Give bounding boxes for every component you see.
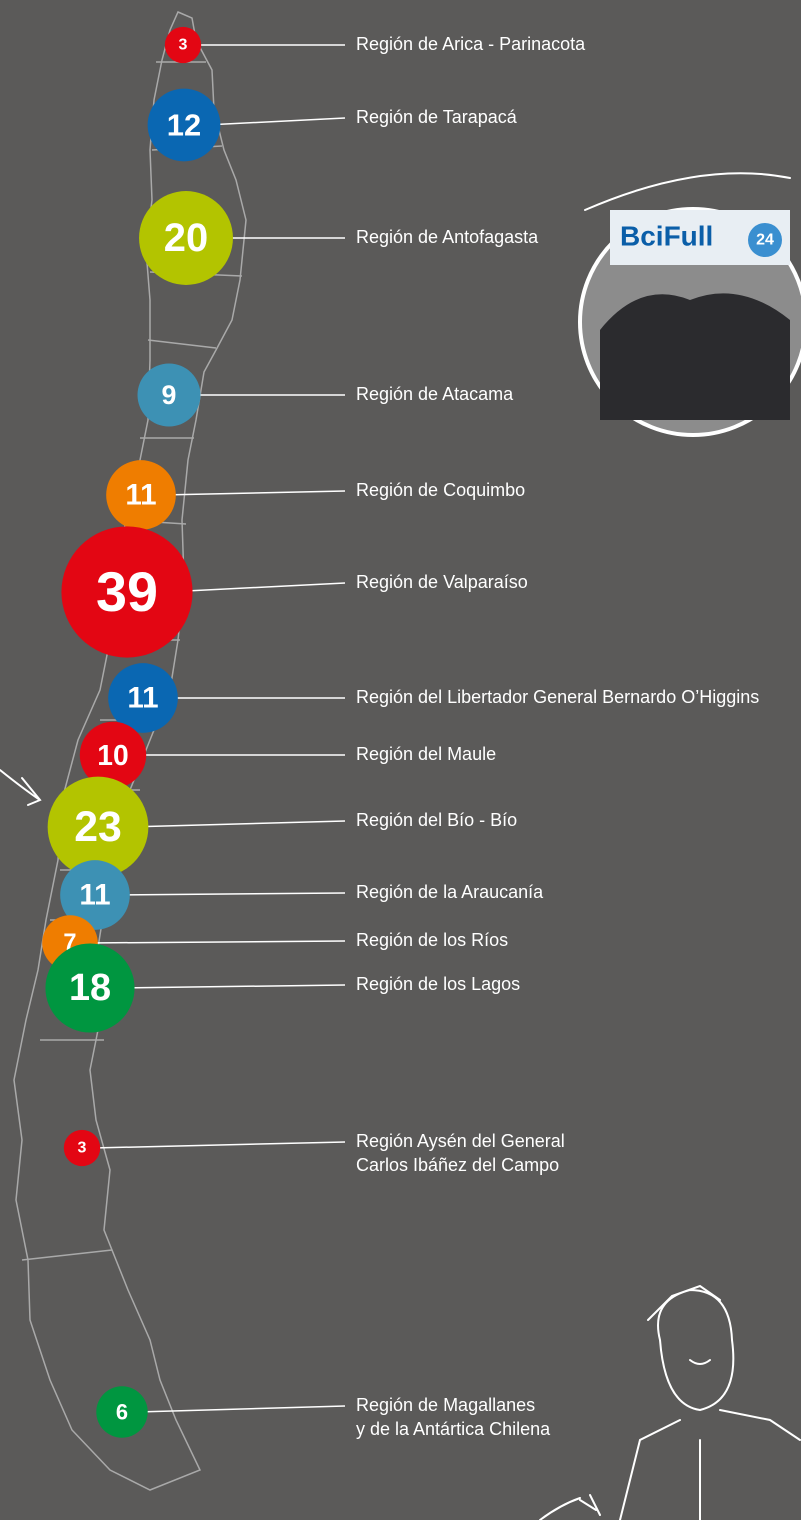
- region-name: Región del Maule: [356, 744, 496, 764]
- region-name: Región del Libertador General Bernardo O…: [356, 687, 759, 707]
- region-name: Región de Magallanes: [356, 1395, 535, 1415]
- photo-badge: 24: [756, 232, 774, 249]
- region-name: Región de Antofagasta: [356, 227, 539, 247]
- bubble-count: 9: [162, 380, 177, 410]
- infographic: BciFull 24 3 Región de Arica - Parinacota…: [0, 0, 801, 1520]
- region-name: Región de los Ríos: [356, 930, 508, 950]
- bubble-count: 10: [97, 739, 128, 771]
- region-name: Región del Bío - Bío: [356, 810, 517, 830]
- region-name: y de la Antártica Chilena: [356, 1419, 551, 1439]
- region-name: Región de los Lagos: [356, 974, 520, 994]
- bubble-count: 11: [79, 879, 110, 912]
- region-name: Región de Coquimbo: [356, 480, 525, 500]
- region-name: Región de Arica - Parinacota: [356, 34, 586, 54]
- bubble-count: 3: [78, 1140, 87, 1157]
- photo: BciFull 24: [580, 173, 801, 435]
- region-name: Región de la Araucanía: [356, 882, 544, 902]
- bubble-count: 20: [164, 216, 208, 260]
- region-name: Región de Tarapacá: [356, 107, 518, 127]
- bubble-count: 6: [116, 1400, 128, 1425]
- region-name: Carlos Ibáñez del Campo: [356, 1155, 559, 1175]
- bubble-count: 23: [74, 803, 122, 851]
- region-name: Región de Atacama: [356, 384, 514, 404]
- bubble-count: 18: [69, 967, 111, 1009]
- bubble-count: 3: [179, 37, 188, 54]
- bubble-count: 39: [96, 561, 158, 623]
- region-name: Región Aysén del General: [356, 1131, 565, 1151]
- bubble-count: 12: [167, 108, 201, 143]
- photo-sign: BciFull: [620, 220, 713, 251]
- bubble-count: 11: [125, 479, 156, 512]
- bubble-count: 11: [127, 682, 158, 715]
- photo-people: [600, 293, 790, 420]
- region-name: Región de Valparaíso: [356, 572, 528, 592]
